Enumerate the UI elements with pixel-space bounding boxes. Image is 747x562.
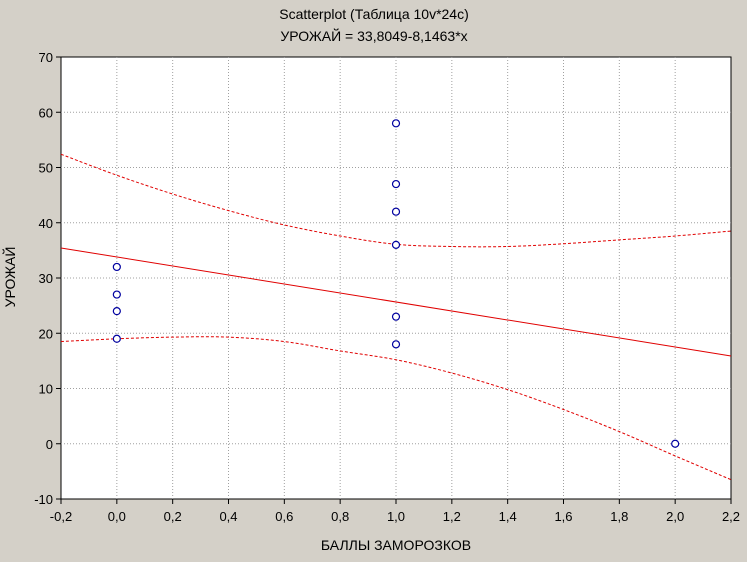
data-points [112, 119, 680, 448]
x-tick-label: 1,2 [443, 509, 461, 524]
x-tick-label: 0,4 [219, 509, 237, 524]
x-axis-title: БАЛЛЫ ЗАМОРОЗКОВ [321, 537, 471, 553]
y-tick-label: 0 [46, 437, 53, 452]
x-tick-label: -0,2 [50, 509, 72, 524]
data-point [391, 340, 401, 349]
data-point [112, 290, 121, 299]
data-point [112, 334, 121, 343]
x-tick-label: 2,2 [722, 509, 740, 524]
x-tick-label: 1,0 [387, 509, 405, 524]
x-tick-label: 0,2 [164, 509, 182, 524]
x-tick-label: 1,6 [554, 509, 572, 524]
y-tick-label: -10 [34, 492, 53, 507]
y-tick-label: 30 [39, 271, 53, 286]
y-tick-label: 70 [39, 50, 53, 65]
x-tick-label: 0,6 [275, 509, 293, 524]
y-tick-label: 20 [39, 326, 53, 341]
x-tick-label: 0,8 [331, 509, 349, 524]
chart-title: Scatterplot (Таблица 10v*24c) [279, 6, 469, 22]
data-point [391, 240, 401, 249]
data-point [391, 179, 401, 189]
x-tick-label: 1,4 [499, 509, 517, 524]
x-tick-label: 1,8 [610, 509, 628, 524]
x-tick-label: 0,0 [108, 509, 126, 524]
data-point [112, 262, 121, 272]
data-point [391, 312, 401, 321]
y-tick-label: 50 [39, 161, 53, 176]
y-tick-label: 40 [39, 216, 53, 231]
data-point [671, 439, 680, 448]
regression-lines [60, 247, 732, 357]
y-tick-label: 60 [39, 105, 53, 120]
y-axis-title: УРОЖАЙ [1, 247, 18, 308]
data-point [391, 119, 401, 128]
confidence-lower-line [60, 336, 732, 481]
data-point [112, 307, 121, 316]
x-tick-label: 2,0 [666, 509, 684, 524]
regression-line [60, 247, 732, 357]
y-tick-label: 10 [39, 382, 53, 397]
grid-lines [61, 57, 731, 499]
tick-labels: -0,2 0,0 0,2 0,4 0,6 0,8 1,0 1,2 1,4 1,6 1,8 2,0 2,2… [34, 50, 740, 524]
data-point [391, 207, 401, 216]
chart-subtitle: УРОЖАЙ = 33,8049-8,1463*x [280, 27, 467, 44]
